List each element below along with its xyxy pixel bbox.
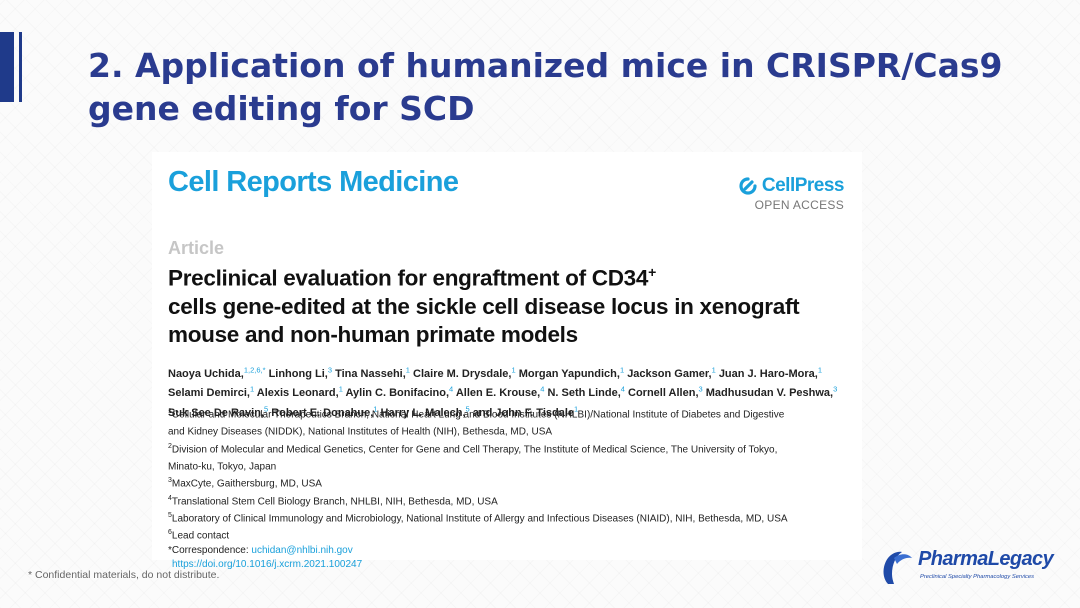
pharmalegacy-name: PharmaLegacy — [918, 548, 1054, 570]
correspondence: *Correspondence: uchidan@nhlbi.nih.gov — [168, 544, 353, 556]
paper-screenshot: Cell Reports Medicine CellPress OPEN ACC… — [152, 152, 862, 570]
pharmalegacy-tagline: Preclinical Specialty Pharmacology Servi… — [920, 574, 1035, 580]
open-access-label: OPEN ACCESS — [754, 198, 844, 212]
author: Selami Demirci,1 — [168, 384, 255, 400]
author: Linhong Li,3 — [268, 365, 332, 380]
accent-line — [19, 32, 22, 102]
cellpress-name: CellPress — [761, 175, 845, 196]
pharmalegacy-mark-icon — [883, 551, 912, 584]
article-type-label: Article — [168, 238, 225, 258]
affiliation-line: 1Cellular and Molecular Therapeutics Bra… — [168, 408, 785, 421]
accent-bar — [0, 32, 14, 102]
author: and John F. Tisdale1 — [472, 404, 579, 419]
doi-link[interactable]: https://doi.org/10.1016/j.xcrm.2021.1002… — [172, 558, 363, 570]
author: Tina Nassehi,1 — [335, 365, 410, 380]
confidential-note: * Confidential materials, do not distrib… — [28, 569, 220, 581]
author: Robert E. Donahue,1 — [271, 404, 378, 419]
author: N. Seth Linde,4 — [547, 384, 625, 400]
affiliation-line: and Kidney Diseases (NIDDK), National In… — [168, 426, 553, 438]
cellpress-logo: CellPress OPEN ACCESS — [738, 175, 845, 212]
author: Jackson Gamer,1 — [627, 365, 716, 380]
author: Claire M. Drysdale,1 — [413, 365, 516, 380]
article-title: Preclinical evaluation for engraftment o… — [168, 264, 800, 347]
author: Cornell Allen,3 — [628, 384, 703, 400]
author: Allen E. Krouse,4 — [455, 384, 545, 400]
author: Harry L. Malech,5 — [380, 404, 470, 419]
article-title-rest: cells gene-edited at the sickle cell dis… — [168, 293, 800, 347]
affiliation-line: Minato-ku, Tokyo, Japan — [168, 461, 277, 473]
affiliation-line: 2Division of Molecular and Medical Genet… — [168, 442, 778, 455]
author-list: Naoya Uchida,1,2,6,* Linhong Li,3 Tina N… — [168, 362, 858, 421]
affiliation-line: 6Lead contact — [168, 529, 230, 542]
author: Madhusudan V. Peshwa,3 — [705, 384, 838, 400]
author: Suk See De Ravin,5 — [168, 404, 269, 419]
affiliations: 1Cellular and Molecular Therapeutics Bra… — [168, 405, 858, 572]
author: Juan J. Haro-Mora,1 — [718, 365, 823, 380]
author: Aylin C. Bonifacino,4 — [345, 384, 454, 400]
affiliation-line: 3MaxCyte, Gaithersburg, MD, USA — [168, 477, 322, 490]
affiliation-line: 5Laboratory of Clinical Immunology and M… — [168, 511, 788, 525]
journal-name: Cell Reports Medicine — [168, 166, 459, 198]
author: Alexis Leonard,1 — [256, 384, 343, 400]
author: Naoya Uchida,1,2,6,* — [168, 365, 266, 380]
cellpress-icon — [739, 177, 757, 195]
doi-line: https://doi.org/10.1016/j.xcrm.2021.1002… — [172, 558, 858, 572]
pharmalegacy-logo: PharmaLegacy Preclinical Specialty Pharm… — [880, 546, 1054, 588]
email-link[interactable]: uchidan@nhlbi.nih.gov — [251, 544, 353, 556]
affiliation-line: 4Translational Stem Cell Biology Branch,… — [168, 494, 498, 507]
slide-title: 2. Application of humanized mice in CRIS… — [88, 46, 1003, 128]
author: Morgan Yapundich,1 — [518, 365, 625, 380]
